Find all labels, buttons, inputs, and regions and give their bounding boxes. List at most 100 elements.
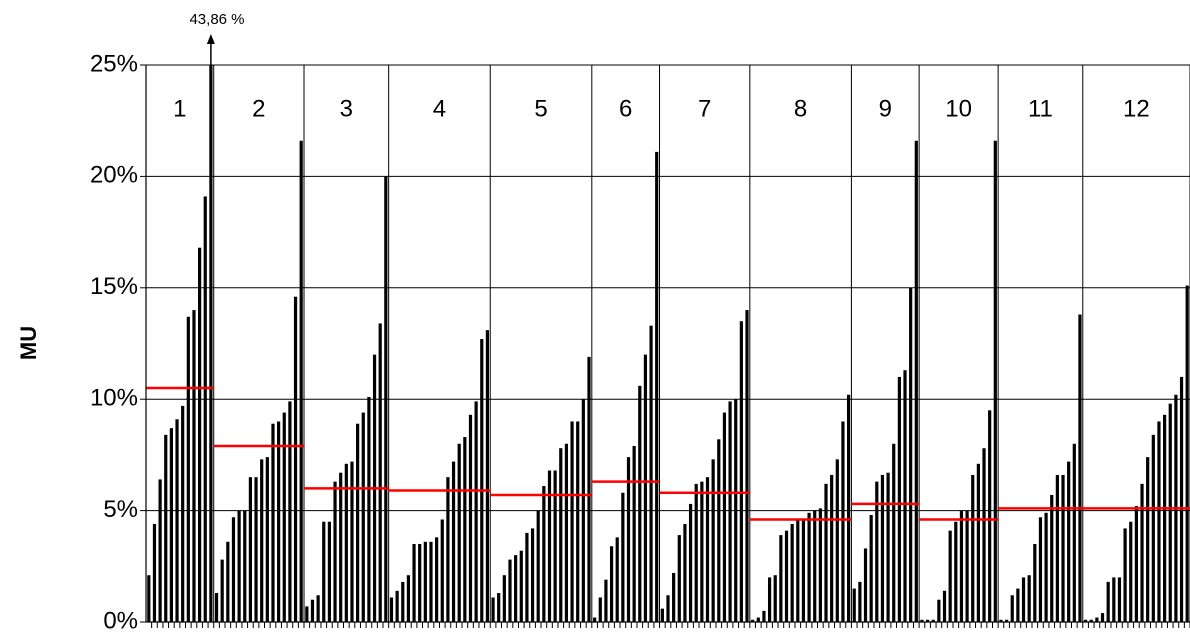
bar [863,548,868,622]
bar [762,610,766,622]
bar [1163,414,1167,622]
bar [288,401,292,622]
bar [226,541,230,622]
bar [739,321,743,622]
bar [412,544,416,622]
bar [339,472,343,622]
bar [395,590,399,622]
bar [485,330,490,622]
bar [423,541,427,622]
group-label: 11 [1028,95,1053,122]
bar [824,483,828,622]
bar [988,410,992,622]
bar [1004,619,1009,622]
bar [542,486,546,622]
bar [361,412,365,622]
bar [897,376,901,622]
bar [192,310,196,622]
bar [649,325,653,622]
bar [181,405,185,622]
bar [277,421,281,622]
bar [519,550,523,622]
bar [745,310,749,622]
bar [959,510,964,622]
bar [1084,619,1088,622]
group-label: 1 [173,95,186,122]
bar [440,519,444,622]
bar [818,508,822,622]
bar [1185,285,1189,622]
bar [175,419,179,622]
bar [1112,577,1116,622]
bar [299,140,303,622]
bar [271,423,275,622]
bar [322,521,326,622]
bar [858,581,862,622]
bar [801,519,806,622]
bar [1151,434,1155,622]
bar [914,140,918,622]
bar [248,477,252,622]
bar [468,414,473,622]
bar [976,463,980,622]
bar [198,247,202,622]
bar [942,590,947,622]
bar [626,457,631,622]
bar [1055,474,1059,622]
bar [655,151,659,622]
bar [1050,495,1054,622]
bar [564,443,569,622]
bar [1157,421,1161,622]
group-label: 5 [534,95,547,122]
bar [841,421,845,622]
bar [243,510,247,622]
group-label: 9 [879,95,892,122]
bar [536,510,540,622]
bar [389,597,394,622]
bar [203,196,207,622]
bar [711,459,715,622]
bar [1038,517,1043,622]
bar [327,521,332,622]
bar [147,575,151,622]
group-label: 12 [1123,95,1150,122]
bar [1033,544,1037,622]
bar [869,515,873,622]
bar [982,448,986,622]
bar [852,588,856,622]
bar [1044,512,1048,622]
group-label: 2 [252,95,265,122]
bar [925,619,930,622]
annotation-arrowhead [206,34,215,44]
y-tick-label: 25% [90,50,138,77]
bar [751,619,755,622]
bar [993,140,997,622]
bar [457,443,461,622]
y-tick-label: 10% [90,385,138,412]
bar [463,437,467,622]
bar [1117,577,1122,622]
bar [638,385,642,622]
bar [260,459,264,622]
bar [1129,521,1133,622]
annotation: 43,86 % [189,11,244,28]
bar [446,477,450,622]
bar [767,577,772,622]
y-tick-label: 5% [103,496,138,523]
bar [903,370,907,622]
bar [880,474,885,622]
bar [784,530,789,622]
bar [1078,314,1082,622]
bar [333,481,337,622]
bar [796,519,800,622]
group-label: 8 [794,95,807,122]
bar [722,412,727,622]
bar [514,555,518,622]
bar [965,510,969,622]
bar [502,575,506,622]
plot-area [147,65,1189,622]
bar [756,617,760,622]
bar [1146,457,1150,622]
y-axis-label: MU [16,326,41,360]
bar [497,593,501,622]
